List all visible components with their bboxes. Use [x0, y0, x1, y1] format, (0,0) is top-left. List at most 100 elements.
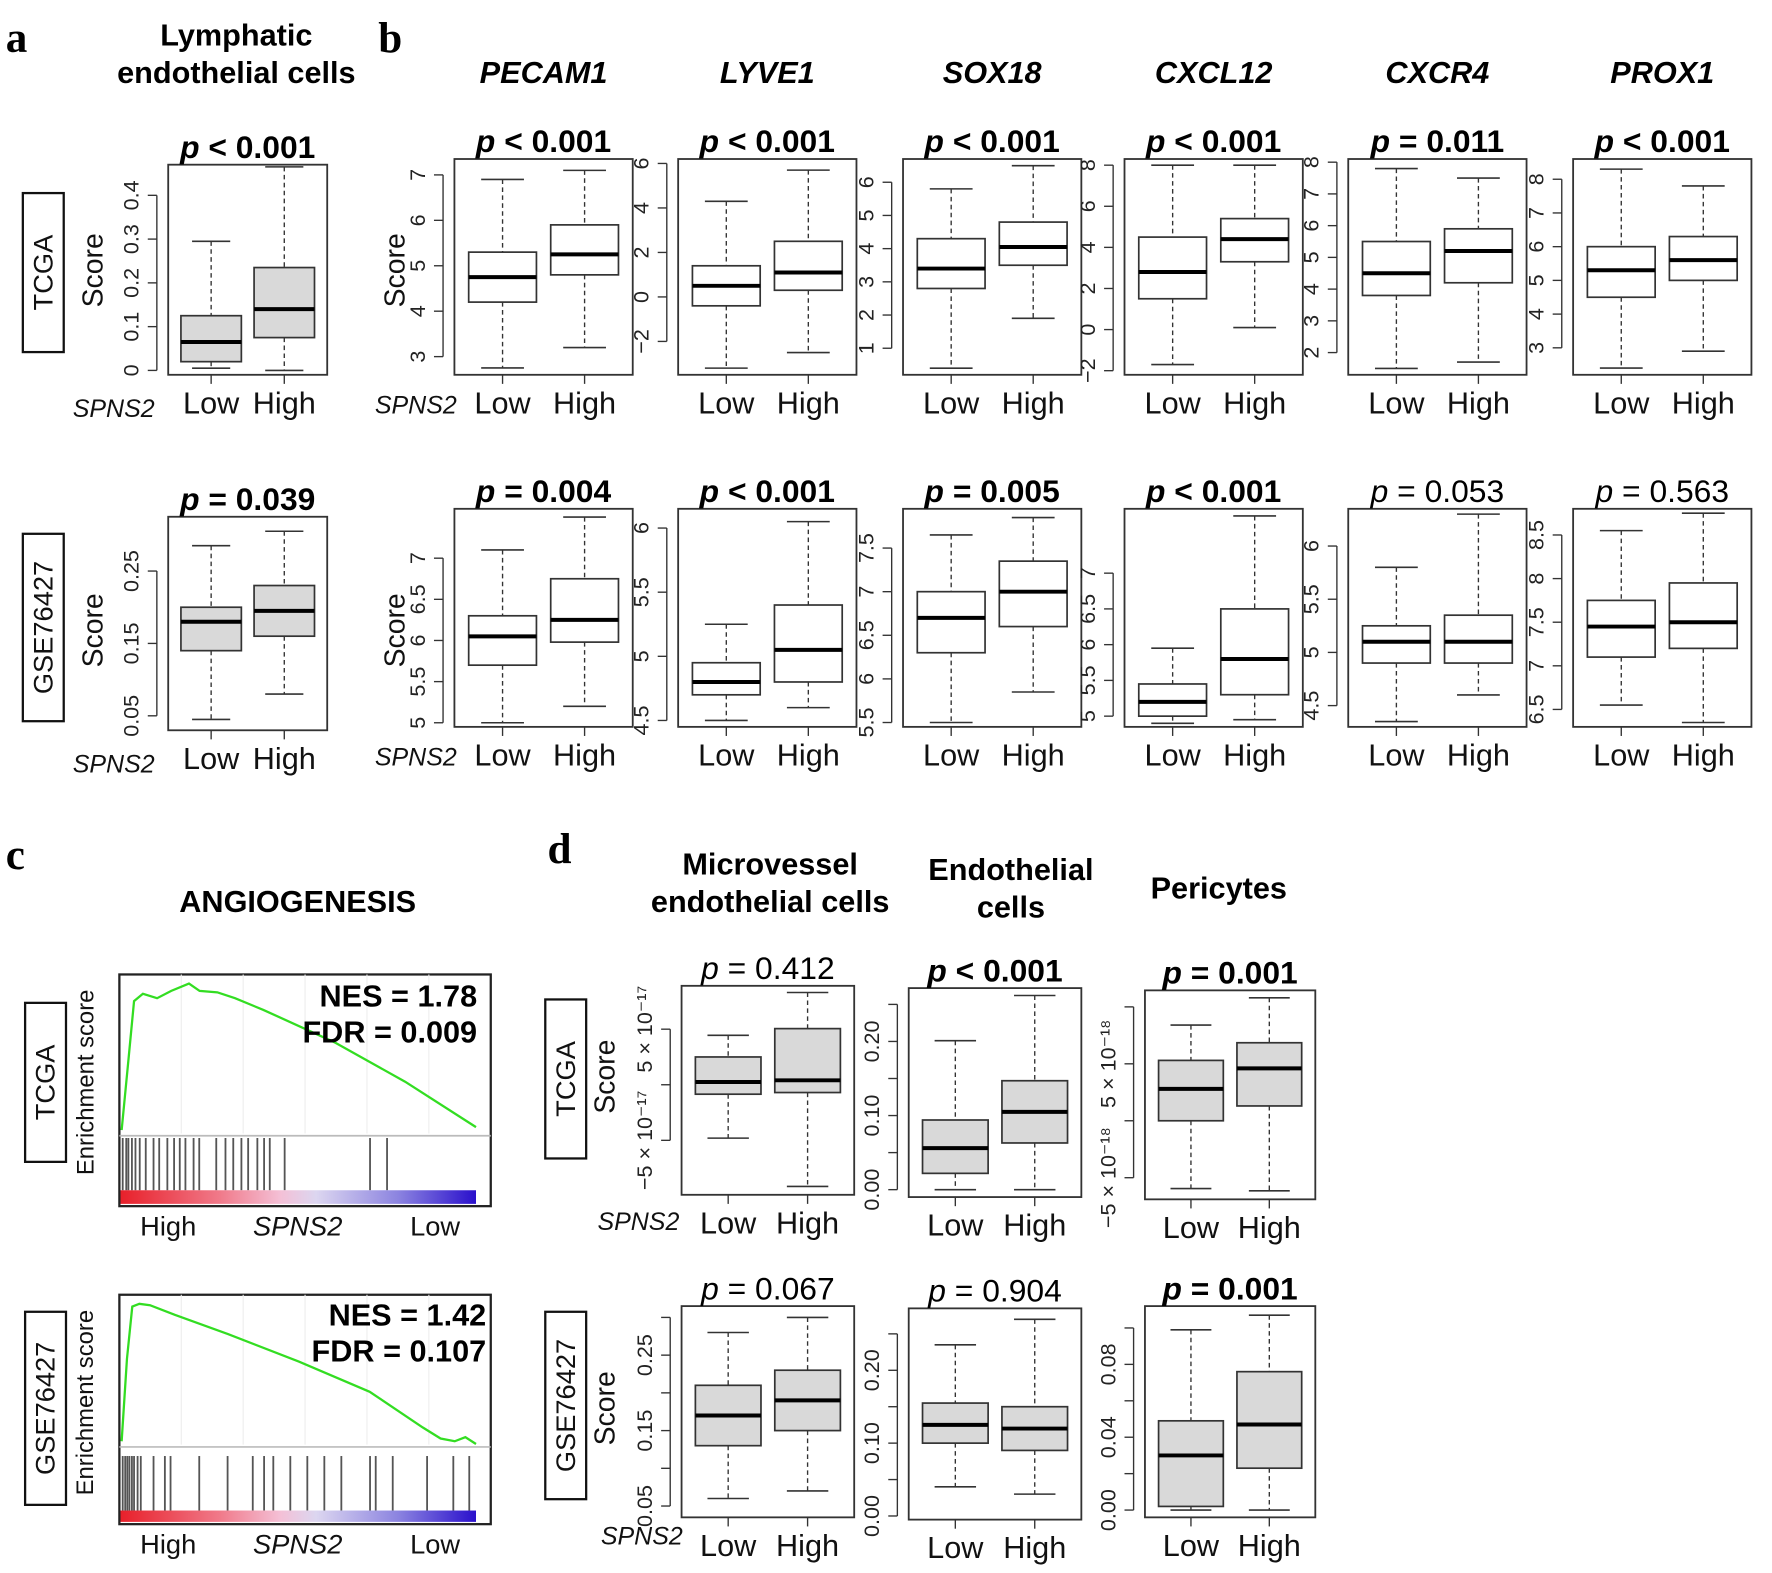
y-tick-label: 5 [405, 260, 430, 272]
boxplot-a-GSE: 0.05 0.15 0.25 Low High p = 0.039 [119, 481, 329, 776]
plot-frame [677, 507, 858, 728]
rank-label-high: High [140, 1529, 196, 1560]
rank-label-high: High [140, 1211, 196, 1242]
box-low [467, 549, 538, 736]
y-tick-label: 7 [1299, 188, 1324, 200]
p-value: p = 0.053 [1370, 473, 1505, 509]
box-low [1361, 167, 1432, 384]
y-tick-label: −2 [629, 329, 654, 354]
x-label-low: Low [923, 386, 980, 420]
iqr-box [998, 560, 1068, 628]
y-tick-label: 4 [629, 202, 654, 214]
y-tick-label: 6 [405, 214, 430, 226]
p-value-text: < 0.001 [208, 129, 315, 165]
p-value: p = 0.039 [179, 481, 315, 517]
p-value: p = 0.412 [700, 950, 835, 986]
row-label-tcga-a: TCGA [27, 234, 58, 311]
p-value-text: < 0.001 [956, 952, 1063, 988]
box-high [1668, 185, 1739, 384]
group-label-spns2: SPNS2 [597, 1208, 679, 1236]
rank-label-low: Low [410, 1529, 460, 1560]
y-axis-title-score: Score [379, 233, 411, 307]
iqr-box [1361, 624, 1432, 664]
plot-frame [1144, 1305, 1317, 1519]
panel-d-title-1b: endothelial cells [651, 885, 890, 919]
y-tick-label: 0 [629, 291, 654, 303]
x-label-low: Low [700, 1206, 757, 1240]
panel-letter-d: d [548, 826, 572, 873]
x-label-low: Low [1368, 386, 1425, 420]
iqr-box [916, 237, 986, 290]
iqr-box [773, 240, 844, 292]
y-tick-label: 0.00 [859, 1495, 884, 1537]
y-tick-label: 7 [405, 169, 430, 181]
box-low [467, 178, 538, 384]
x-label-high: High [1238, 1529, 1301, 1563]
y-axis-title-enrichment-score: Enrichment score [72, 990, 99, 1176]
y-tick-label: 4 [1075, 241, 1100, 253]
p-value: p = 0.563 [1595, 473, 1730, 509]
p-value: p < 0.001 [699, 473, 835, 509]
plot-frame [902, 507, 1083, 728]
p-value: p = 0.001 [1162, 1270, 1298, 1306]
plot-frame [167, 163, 329, 376]
x-label-high: High [776, 1529, 839, 1563]
x-label-low: Low [1163, 1529, 1220, 1563]
y-tick-label: 5 [1299, 646, 1324, 658]
y-tick-label: 7 [405, 552, 430, 564]
y-tick-label: 0.05 [632, 1485, 657, 1527]
p-value: p = 0.067 [700, 1270, 835, 1306]
x-label-high: High [1672, 386, 1735, 420]
p-value-text: < 0.001 [504, 123, 611, 159]
y-tick-label: −5 × 10⁻¹⁸ [1095, 1127, 1120, 1228]
p-value: p < 0.001 [699, 123, 835, 159]
y-tick-label: 2 [1075, 282, 1100, 294]
y-tick-label: 1 [854, 342, 879, 354]
x-label-low: Low [927, 1209, 984, 1243]
plot-frame [1572, 158, 1753, 376]
p-value: p < 0.001 [924, 123, 1060, 159]
plot-frame [1123, 507, 1304, 728]
y-tick-label: 6.5 [854, 620, 879, 650]
boxplot-d-Peri-TCGA: −5 × 10⁻¹⁸ 5 × 10⁻¹⁸ Low High p = 0.001 [1095, 955, 1317, 1245]
p-symbol: p [179, 129, 208, 165]
y-tick-label: 5.5 [629, 577, 654, 607]
p-value-text: = 0.412 [728, 950, 835, 986]
plot-frame [680, 1305, 856, 1519]
y-tick-label: 0.04 [1095, 1416, 1120, 1458]
iqr-box [691, 661, 762, 696]
iqr-box [1219, 608, 1290, 696]
gene-title-sox18: SOX18 [943, 56, 1042, 90]
box-low [916, 534, 986, 736]
box-high [1668, 512, 1739, 736]
p-value-text: = 0.001 [1191, 955, 1298, 991]
iqr-box [1157, 1419, 1225, 1508]
y-axis-title-score: Score [77, 593, 109, 667]
panel-a-title-line2: endothelial cells [117, 56, 356, 90]
y-tick-label: 5 [854, 209, 879, 221]
boxplot-b-PECAM1-TCGA: 3 4 5 6 7 Low High p < 0.001 PECAM1 [405, 56, 634, 420]
y-tick-label: 7.5 [1524, 607, 1549, 637]
x-label-high: High [777, 386, 840, 420]
box-high [549, 169, 620, 384]
p-value: p = 0.004 [475, 473, 612, 509]
iqr-box [1668, 582, 1739, 650]
y-axis-title-enrichment-score: Enrichment score [72, 1310, 99, 1496]
p-value: p < 0.001 [1145, 123, 1281, 159]
iqr-box [467, 614, 538, 667]
y-tick-label: 0.10 [859, 1095, 884, 1137]
p-value-text: = 0.563 [1622, 473, 1729, 509]
plot-frame [453, 158, 634, 376]
x-label-high: High [1238, 1211, 1301, 1245]
y-tick-label: 6 [1075, 200, 1100, 212]
x-label-low: Low [927, 1531, 984, 1565]
p-value-text: < 0.001 [728, 123, 835, 159]
panel-d-title-2b: cells [977, 891, 1045, 925]
row-label-gse-c-box [23, 1310, 68, 1506]
y-tick-label: 7 [1524, 207, 1549, 219]
row-label-tcga-d-box [544, 998, 588, 1160]
row-label-tcga-d: TCGA [550, 1040, 581, 1117]
p-symbol: p [1145, 123, 1174, 159]
box-high [998, 516, 1068, 736]
